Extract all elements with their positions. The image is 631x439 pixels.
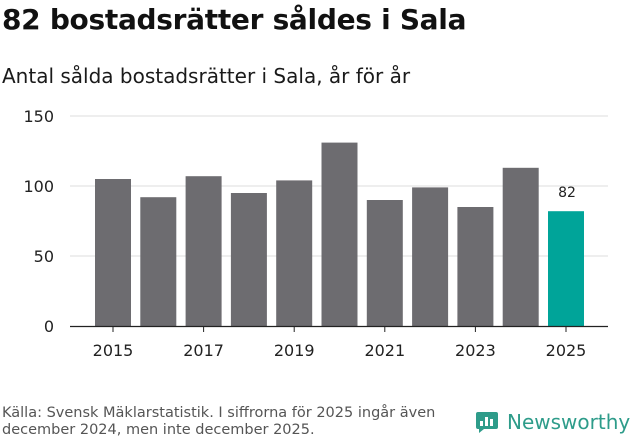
x-tick-label: 2021 — [364, 341, 405, 360]
newsworthy-logo-icon — [476, 412, 498, 433]
bar — [276, 180, 313, 326]
x-tick-label: 2023 — [455, 341, 496, 360]
bar — [548, 211, 584, 326]
bar-chart: 0 50 100 150 82 2015 2017 2019 2021 2023 2025 — [23, 107, 608, 360]
chart-title: 82 bostadsrätter såldes i Sala — [2, 3, 467, 36]
bar — [185, 176, 222, 326]
x-tick-label: 2019 — [274, 341, 315, 360]
y-tick-label: 100 — [23, 177, 54, 196]
newsworthy-logo: Newsworthy — [475, 407, 630, 437]
x-tick-label: 2025 — [546, 341, 587, 360]
y-tick-label: 0 — [44, 317, 54, 336]
bar — [412, 187, 449, 326]
data-label: 82 — [558, 185, 576, 201]
bar — [95, 179, 131, 326]
source-note: Källa: Svensk Mäklarstatistik. I siffror… — [2, 405, 436, 438]
bar — [140, 197, 177, 326]
y-tick-label: 50 — [34, 247, 54, 266]
bar — [230, 193, 267, 326]
bar — [366, 200, 403, 326]
chart-subtitle: Antal sålda bostadsrätter i Sala, år för… — [2, 64, 411, 88]
x-tick-label: 2017 — [183, 341, 224, 360]
x-tick-label: 2015 — [93, 341, 134, 360]
bar — [457, 207, 494, 326]
bar — [321, 142, 358, 326]
y-tick-label: 150 — [23, 107, 54, 126]
bar — [502, 167, 539, 326]
logo-text: Newsworthy — [507, 410, 631, 434]
